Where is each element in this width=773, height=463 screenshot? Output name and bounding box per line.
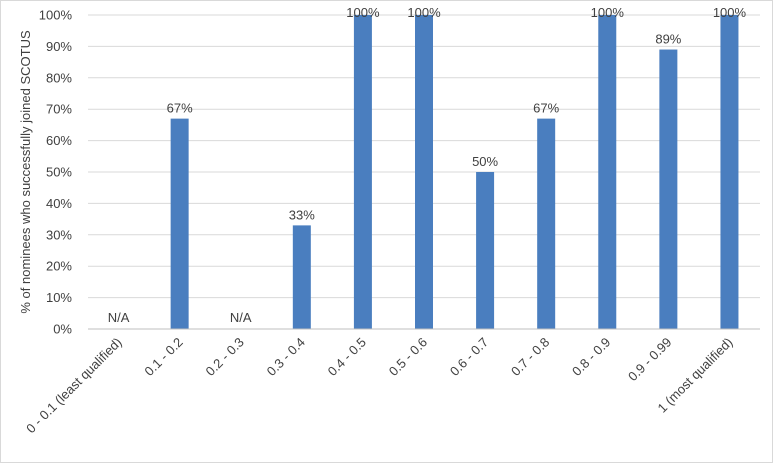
data-labels: N/A 67% N/A 33% 100% 100% 50% 67% 100% 89% 100% — [108, 5, 747, 325]
data-label: 67% — [533, 101, 559, 116]
y-tick-label: 0% — [53, 322, 72, 337]
y-tick-label: 100% — [39, 8, 73, 23]
bar — [292, 225, 311, 329]
data-label: 100% — [713, 5, 747, 20]
y-tick-label: 50% — [46, 165, 72, 180]
bar — [353, 15, 372, 329]
y-tick-label: 60% — [46, 133, 72, 148]
y-tick-label: 30% — [46, 227, 72, 242]
data-label: 33% — [289, 207, 315, 222]
bar — [476, 172, 495, 329]
data-label: 100% — [407, 5, 441, 20]
data-label: 100% — [591, 5, 625, 20]
data-label: 100% — [346, 5, 380, 20]
y-tick-label: 80% — [46, 70, 72, 85]
y-tick-labels: 0% 10% 20% 30% 40% 50% 60% 70% 80% 90% 100% — [39, 8, 73, 337]
y-tick-label: 90% — [46, 39, 72, 54]
bar — [598, 15, 617, 329]
y-tick-label: 10% — [46, 290, 72, 305]
bar — [659, 49, 678, 329]
y-tick-label: 20% — [46, 259, 72, 274]
bar — [537, 118, 556, 330]
y-tick-label: 40% — [46, 196, 72, 211]
bar — [415, 15, 433, 329]
bar — [720, 15, 739, 329]
data-label: 67% — [167, 101, 193, 116]
data-label: 50% — [472, 154, 498, 169]
y-axis-title: % of nominees who successfully joined SC… — [18, 30, 33, 314]
y-tick-label: 70% — [46, 102, 72, 117]
data-label: N/A — [108, 310, 130, 325]
data-label: N/A — [230, 310, 252, 325]
data-label: 89% — [655, 32, 681, 47]
bars-group — [170, 15, 739, 330]
bar — [170, 118, 189, 330]
